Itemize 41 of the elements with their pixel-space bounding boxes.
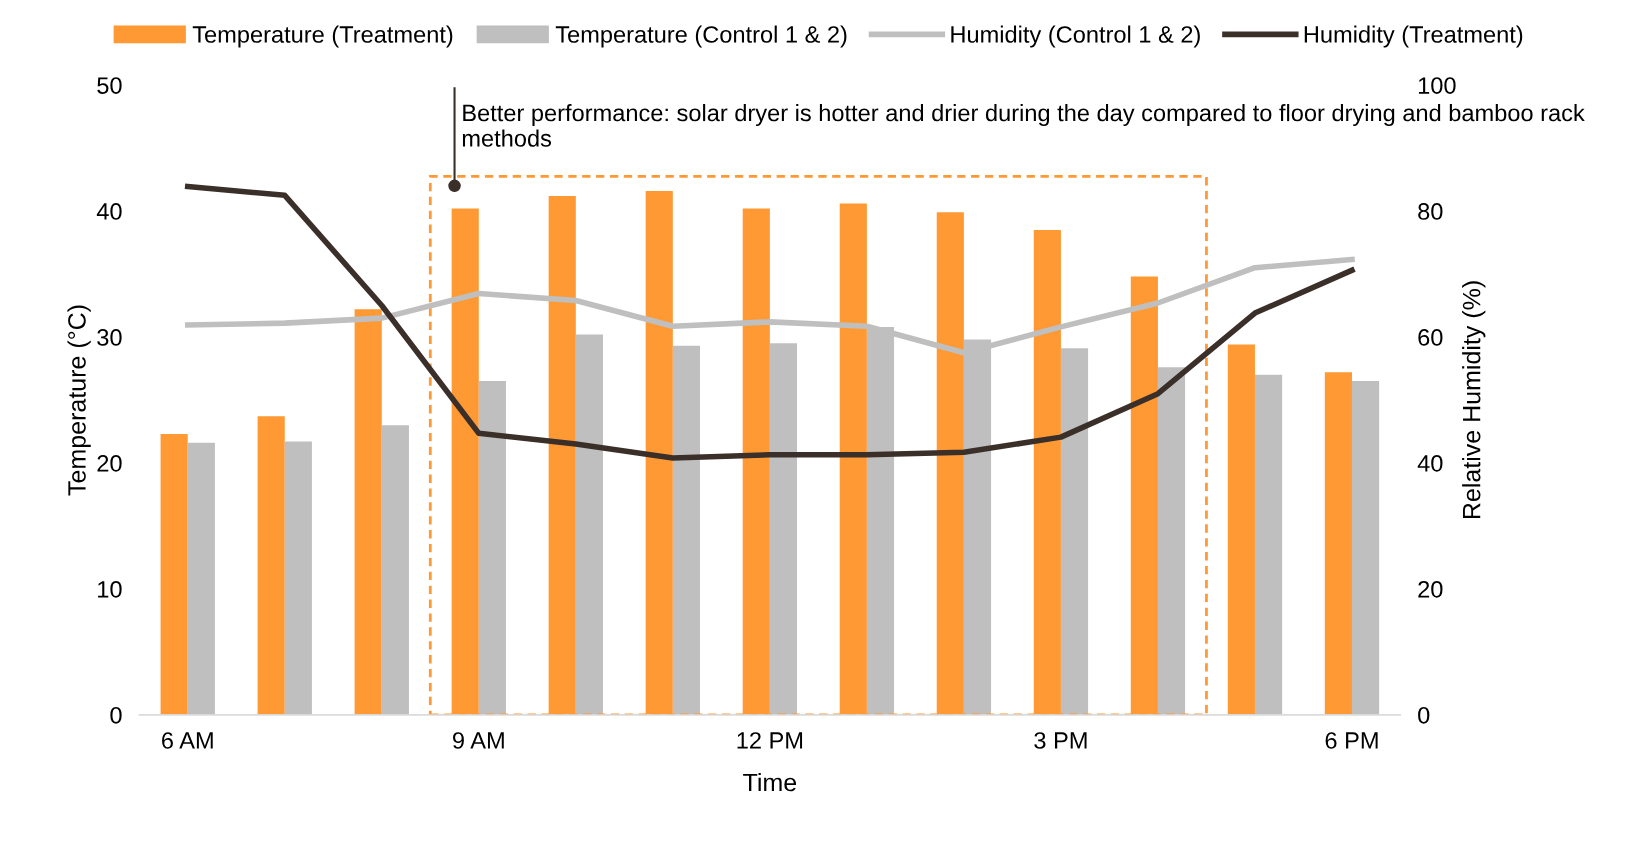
y2-tick-label: 80: [1418, 203, 1443, 220]
y2-tick-label: 100: [1418, 77, 1456, 94]
bar: [160, 433, 188, 715]
legend-label: Humidity (Treatment): [1304, 25, 1523, 48]
y-tick-label: 0: [110, 706, 122, 724]
bar: [1157, 367, 1186, 715]
legend-label: Temperature (Treatment): [192, 25, 453, 48]
y2-tick-label: 20: [1418, 580, 1443, 598]
bar: [1060, 348, 1089, 715]
bar: [381, 425, 409, 715]
bar: [575, 334, 603, 715]
y2-axis-title: Relative Humidity (%): [1462, 281, 1486, 519]
y-tick-label: 10: [98, 580, 122, 598]
bar: [1254, 374, 1283, 715]
bar: [284, 441, 312, 715]
bar: [478, 381, 506, 715]
y2-tick-label: 40: [1417, 455, 1443, 472]
y2-tick-label: 0: [1418, 706, 1430, 724]
y-axis-title: Temperature (°C): [67, 305, 91, 496]
bar: [257, 416, 285, 715]
y-tick-label: 20: [97, 455, 122, 472]
x-tick-label: 12 PM: [737, 732, 803, 749]
x-tick-label: 3 PM: [1034, 732, 1087, 749]
annotation: Better performance: solar dryer is hotter and drier during the day compared to floor drying and bamboo rack methods: [462, 103, 1585, 147]
legend-label: Humidity (Control 1 & 2): [951, 25, 1200, 48]
bar: [187, 442, 215, 715]
bar: [769, 343, 798, 715]
x-tick-label: 6 PM: [1325, 732, 1378, 749]
y-tick-label: 40: [96, 203, 122, 220]
legend-label: Temperature (Control 1 & 2): [555, 25, 847, 48]
y-tick-label: 30: [97, 329, 122, 346]
bar: [1227, 344, 1255, 715]
bar: [672, 345, 701, 715]
y2-tick-label: 60: [1418, 329, 1443, 346]
x-tick-label: 6 AM: [162, 732, 213, 749]
x-tick-label: 9 AM: [453, 732, 504, 749]
x-axis-title: Time: [743, 772, 797, 792]
bar: [1324, 372, 1352, 715]
bar: [354, 309, 382, 715]
bar: [1351, 381, 1380, 715]
y-tick-label: 50: [97, 77, 122, 94]
